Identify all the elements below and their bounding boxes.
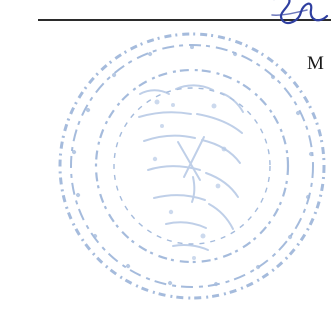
handwritten-signature — [271, 0, 329, 25]
official-stamp — [58, 32, 326, 300]
horizontal-rule — [38, 19, 331, 21]
document-text: M — [307, 53, 324, 74]
